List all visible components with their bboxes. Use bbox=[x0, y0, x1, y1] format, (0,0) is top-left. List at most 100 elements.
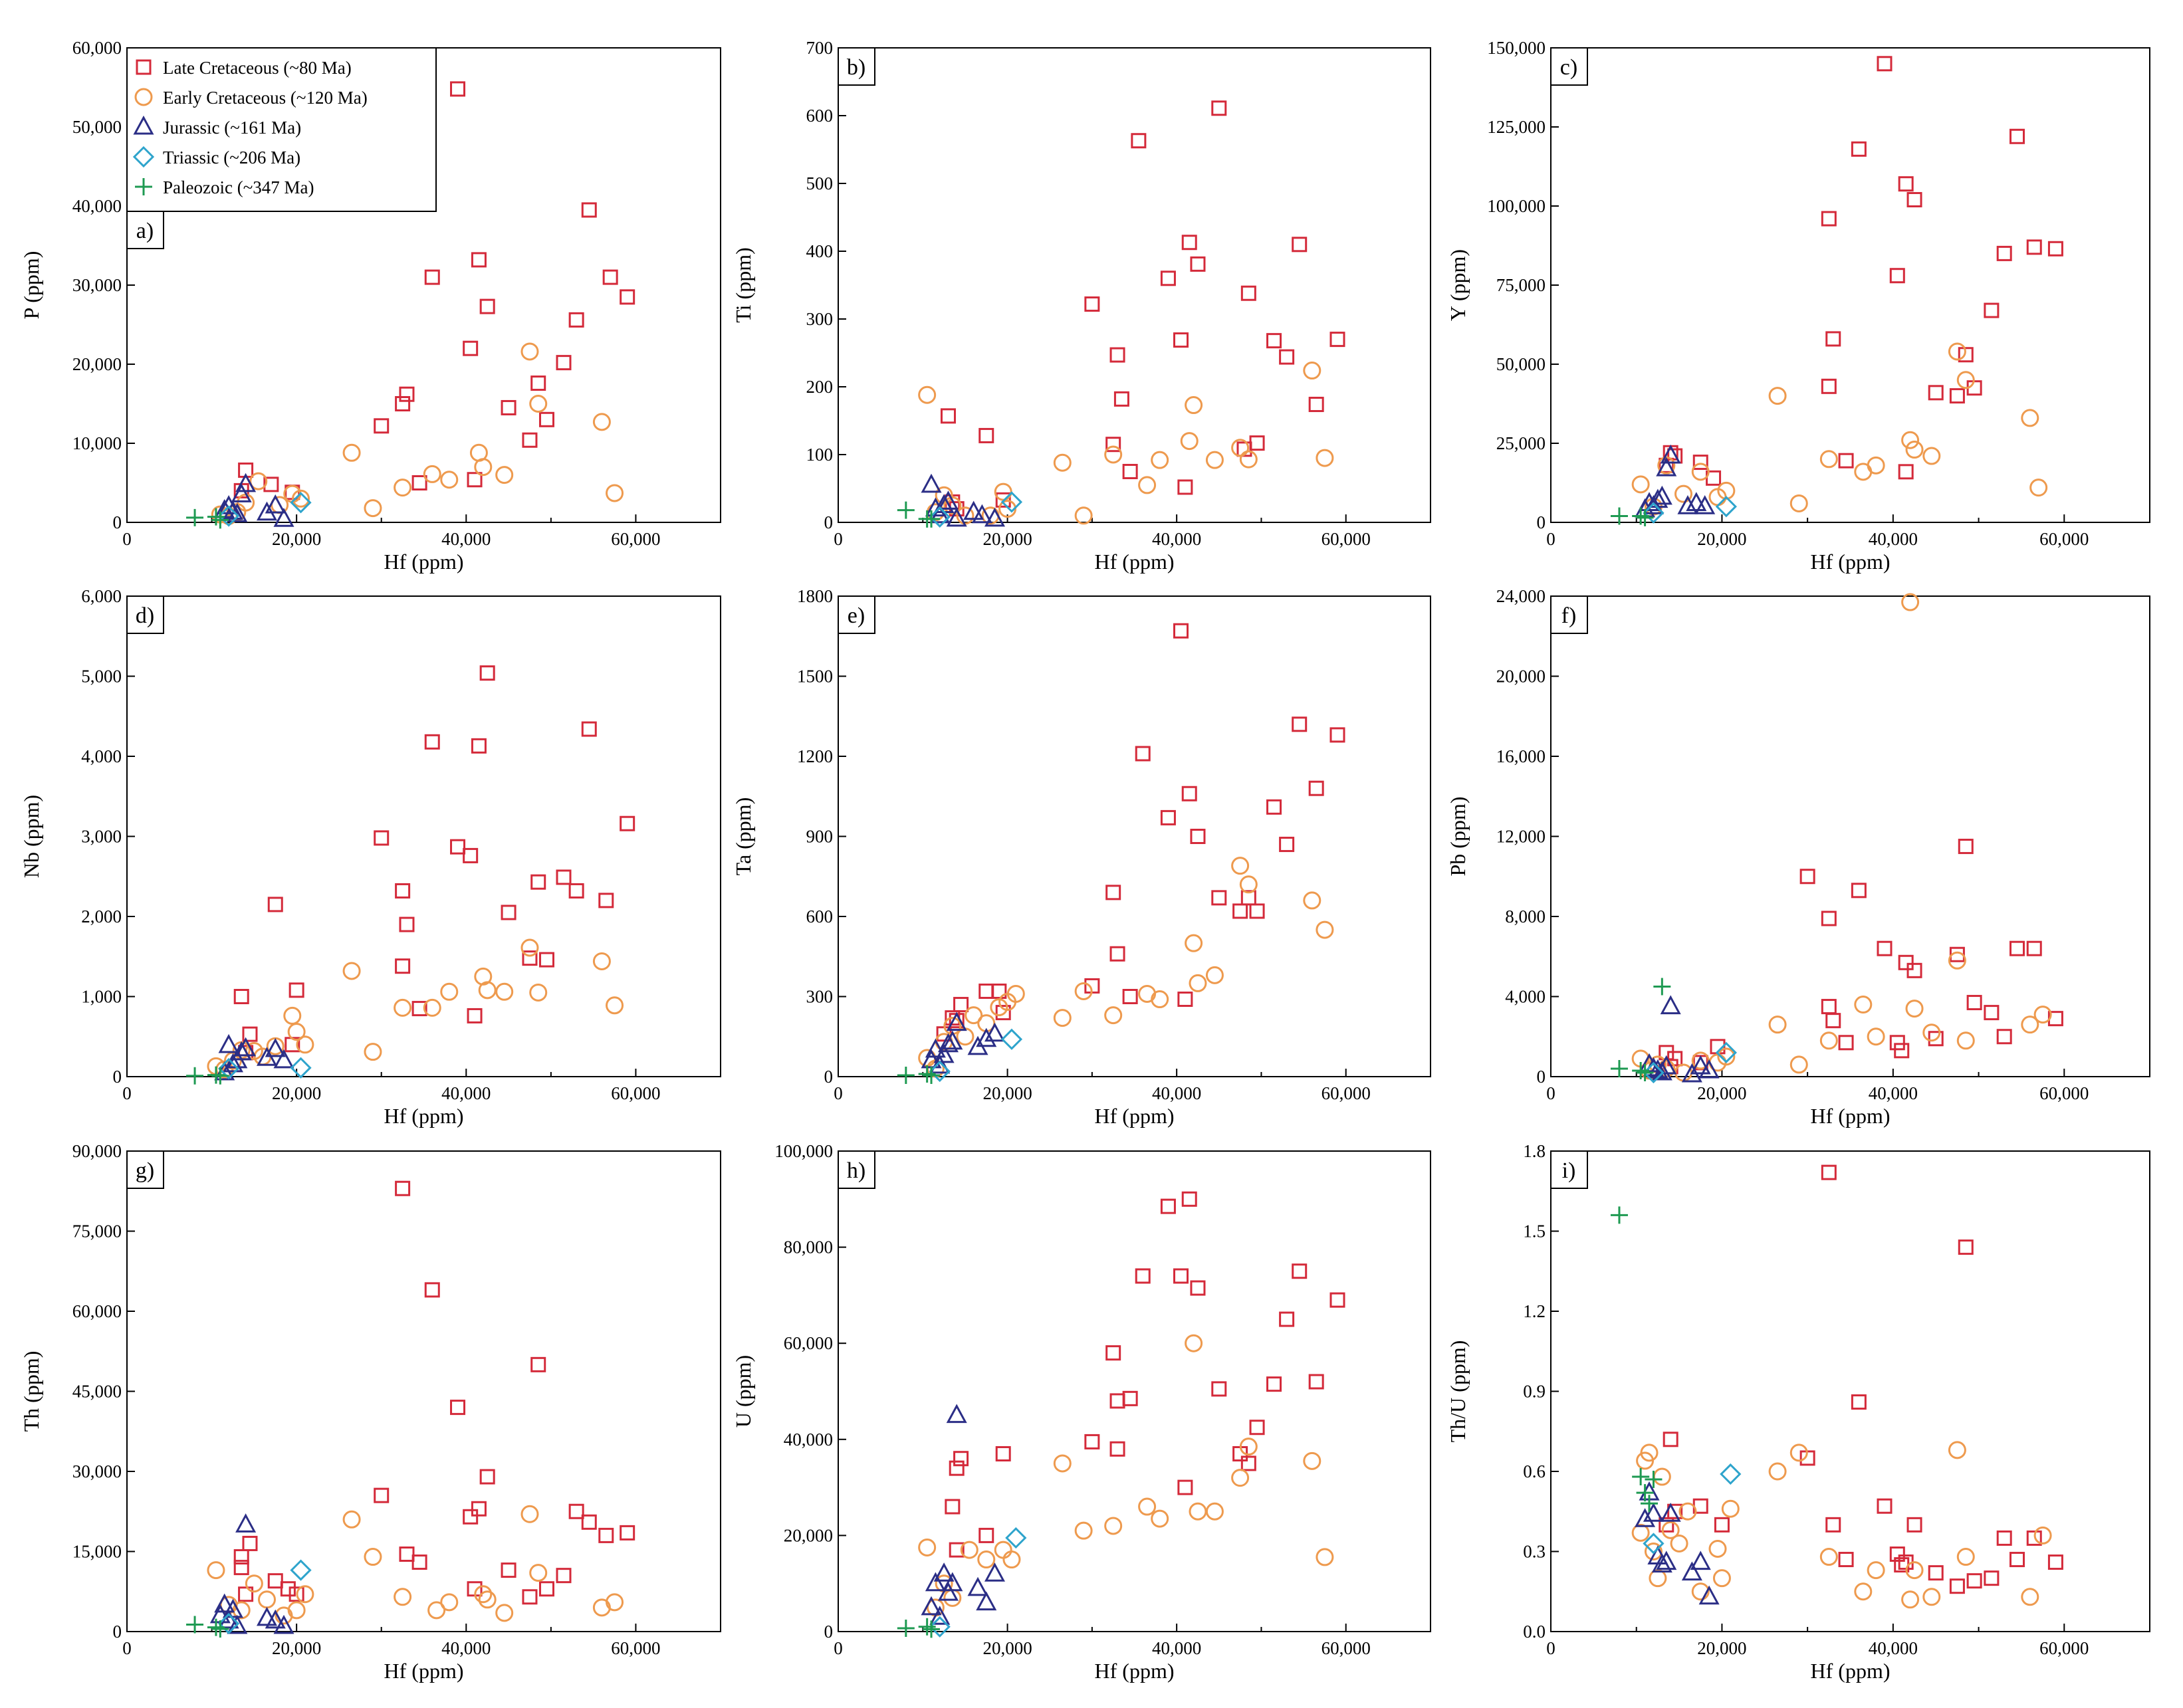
y-tick-label: 600 bbox=[806, 106, 834, 126]
panel-tag-box bbox=[126, 595, 164, 634]
y-tick-label: 45,000 bbox=[72, 1382, 122, 1402]
series-late bbox=[936, 623, 1345, 1042]
data-point-early bbox=[1185, 396, 1203, 415]
series-pal bbox=[186, 1066, 229, 1085]
data-point-jur bbox=[218, 1033, 239, 1053]
y-tick-label: 400 bbox=[806, 241, 834, 261]
y-tick-label: 700 bbox=[806, 38, 834, 58]
legend-label: Jurassic (~161 Ma) bbox=[163, 118, 301, 138]
data-point-late bbox=[411, 475, 427, 490]
panel-tag-box bbox=[1550, 595, 1588, 634]
legend-marker-tri bbox=[132, 146, 155, 168]
data-point-early bbox=[1721, 1499, 1740, 1518]
data-point-early bbox=[2033, 1526, 2052, 1545]
data-point-early bbox=[1205, 451, 1224, 469]
data-point-late bbox=[288, 982, 304, 998]
data-point-early bbox=[474, 1585, 493, 1604]
data-point-pal bbox=[923, 1620, 941, 1638]
data-point-late bbox=[479, 298, 495, 314]
y-axis-label: P (ppm) bbox=[19, 251, 43, 320]
data-point-early bbox=[977, 1550, 996, 1569]
data-point-late bbox=[949, 1542, 965, 1558]
data-point-early bbox=[1151, 451, 1169, 469]
data-point-late bbox=[1084, 296, 1100, 312]
data-point-late bbox=[1177, 992, 1193, 1008]
data-point-late bbox=[598, 1527, 614, 1543]
x-tick-label: 40,000 bbox=[1869, 1638, 1918, 1658]
data-point-late bbox=[978, 1527, 994, 1543]
legend-marker-jur bbox=[133, 115, 154, 135]
data-point-late bbox=[1667, 1503, 1683, 1519]
panel-f: 0 4,000 8,000 12,000 16,000 20,000 24,000 0 20,0… bbox=[1446, 586, 2150, 1128]
data-point-early bbox=[423, 465, 441, 483]
data-point-early bbox=[1678, 1502, 1697, 1521]
data-point-late bbox=[424, 1282, 440, 1298]
x-tick-label: 60,000 bbox=[611, 529, 660, 549]
data-point-early bbox=[1854, 996, 1873, 1014]
panel-tag: d) bbox=[136, 603, 154, 628]
plot-frame bbox=[838, 47, 1431, 523]
data-point-early bbox=[394, 998, 412, 1017]
data-point-early bbox=[1905, 441, 1924, 459]
data-point-late bbox=[1958, 1239, 1974, 1255]
data-point-late bbox=[1292, 716, 1308, 732]
data-point-pal bbox=[1610, 507, 1628, 525]
data-point-early bbox=[342, 1510, 361, 1529]
data-point-late bbox=[1996, 245, 2012, 261]
plot-frame bbox=[1550, 47, 2150, 523]
data-point-early bbox=[287, 1023, 306, 1041]
data-point-jur bbox=[937, 1582, 959, 1601]
data-point-early bbox=[1901, 593, 1920, 611]
data-point-late bbox=[238, 1586, 254, 1602]
y-tick-label: 12,000 bbox=[1496, 827, 1546, 847]
data-point-late bbox=[1173, 623, 1189, 639]
data-point-pal bbox=[186, 1067, 204, 1085]
data-point-late bbox=[1266, 799, 1282, 815]
data-point-early bbox=[1948, 342, 1966, 361]
data-point-early bbox=[1867, 1027, 1885, 1046]
data-point-jur bbox=[227, 502, 248, 522]
panel-tag: i) bbox=[1562, 1158, 1576, 1183]
data-point-early bbox=[292, 489, 310, 508]
legend-marker-late bbox=[136, 59, 152, 75]
data-point-early bbox=[918, 385, 937, 404]
data-point-jur bbox=[929, 1054, 951, 1074]
data-point-jur bbox=[1643, 1503, 1664, 1522]
data-point-early bbox=[1661, 1521, 1680, 1539]
data-point-early bbox=[1631, 1523, 1650, 1542]
data-point-early bbox=[1231, 439, 1250, 457]
y-tick-label: 0.6 bbox=[1523, 1461, 1546, 1481]
x-tick-label: 20,000 bbox=[272, 1638, 321, 1658]
x-tick-label: 40,000 bbox=[441, 1083, 491, 1103]
data-point-tri bbox=[1643, 502, 1665, 524]
data-point-late bbox=[978, 427, 994, 443]
data-point-late bbox=[522, 950, 538, 966]
data-point-pal bbox=[923, 1066, 941, 1084]
data-point-jur bbox=[1656, 1055, 1677, 1075]
data-point-pal bbox=[918, 1618, 936, 1636]
data-point-jur bbox=[1694, 495, 1716, 514]
data-point-late bbox=[479, 665, 495, 681]
data-point-late bbox=[1181, 235, 1197, 251]
legend-label: Paleozoic (~347 Ma) bbox=[163, 177, 314, 197]
data-point-pal bbox=[1632, 1061, 1650, 1079]
plot-frame bbox=[126, 595, 721, 1077]
data-point-late bbox=[568, 883, 584, 899]
data-point-late bbox=[1122, 1390, 1138, 1406]
data-point-late bbox=[1160, 809, 1176, 825]
data-point-tri bbox=[1715, 496, 1737, 518]
data-point-late bbox=[471, 252, 487, 268]
data-point-late bbox=[1928, 385, 1944, 401]
data-point-late bbox=[1211, 100, 1227, 116]
series-late bbox=[945, 1191, 1345, 1558]
x-tick-label: 0 bbox=[1546, 1638, 1555, 1658]
plot-frame bbox=[838, 1150, 1431, 1632]
data-point-early bbox=[956, 1027, 975, 1046]
data-point-late bbox=[450, 1400, 466, 1416]
data-point-early bbox=[474, 458, 493, 477]
data-point-late bbox=[1984, 1005, 2000, 1021]
x-tick-label: 40,000 bbox=[1152, 1083, 1201, 1103]
data-point-late bbox=[471, 738, 487, 754]
y-axis-label: Ta (ppm) bbox=[731, 798, 755, 876]
